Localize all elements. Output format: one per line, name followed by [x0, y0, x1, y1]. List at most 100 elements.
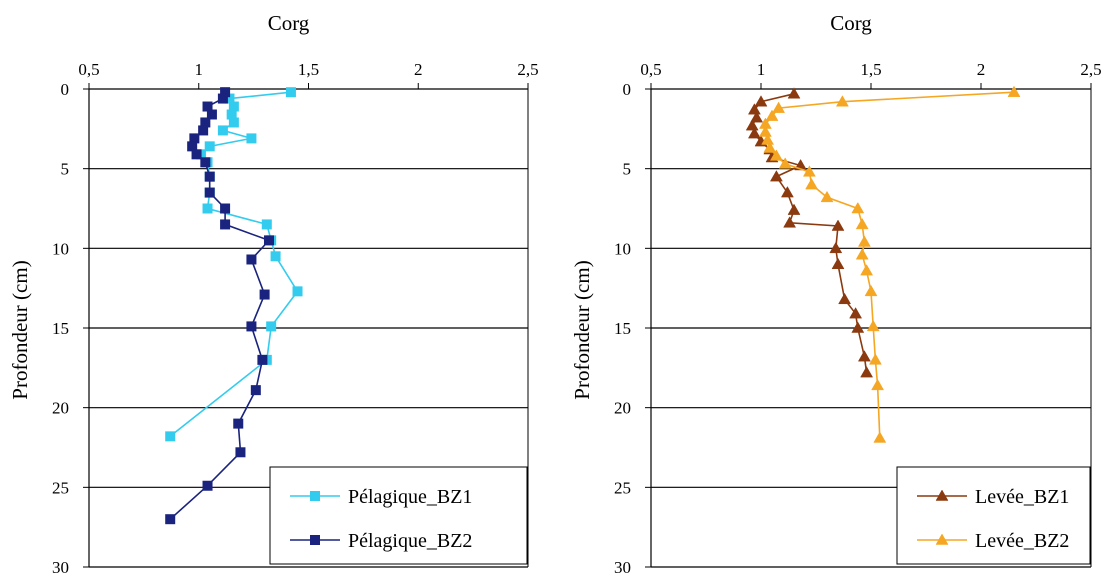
data-point: [250, 385, 261, 396]
y-tick-label: 25: [52, 478, 69, 497]
data-point: [866, 319, 880, 332]
data-point: [857, 235, 871, 247]
data-point: [220, 203, 231, 214]
data-point: [261, 219, 272, 230]
data-point: [204, 187, 215, 198]
data-point: [831, 257, 845, 270]
x-tick-label: 1: [757, 60, 766, 79]
x-axis-title: Corg: [268, 11, 310, 35]
data-point: [769, 149, 783, 161]
data-point: [860, 366, 874, 378]
data-point: [266, 321, 277, 332]
x-tick-label: 0,5: [78, 60, 99, 79]
legend-label: Levée_BZ2: [975, 530, 1069, 552]
data-point: [235, 447, 246, 458]
legend-box: [269, 466, 528, 565]
data-point: [750, 111, 764, 123]
data-point: [285, 87, 296, 98]
data-point: [200, 117, 211, 128]
legend-swatch-marker: [310, 491, 320, 501]
y-tick-label: 0: [623, 80, 632, 99]
legend-label: Levée_BZ1: [975, 486, 1069, 508]
x-tick-label: 1,5: [298, 60, 319, 79]
legend-label: Pélagique_BZ2: [348, 530, 472, 552]
data-point: [224, 93, 235, 104]
chart-panel-pelagique: 0,5 1 1,5 2 2,5 0 5 10 15 20 25 30 Corg Profondeur (c…: [8, 11, 539, 576]
data-point: [259, 289, 270, 300]
data-point: [270, 251, 281, 262]
legend-swatch-marker: [935, 489, 949, 501]
data-point: [165, 431, 176, 442]
y-tick-label: 5: [623, 160, 632, 179]
data-point: [860, 264, 874, 276]
data-point: [805, 178, 819, 190]
data-point: [829, 241, 843, 254]
data-point: [780, 186, 794, 198]
y-tick-label: 10: [614, 239, 631, 258]
data-point: [851, 201, 865, 214]
y-tick-label: 25: [614, 478, 631, 497]
series-1: [165, 87, 274, 525]
data-point: [292, 286, 303, 297]
series-line: [169, 91, 271, 520]
y-tick-label: 20: [52, 399, 69, 418]
x-tick-label: 2: [977, 60, 986, 79]
data-point: [226, 109, 237, 120]
x-axis-title: Corg: [830, 11, 872, 35]
data-point: [204, 141, 215, 152]
y-tick-label: 5: [61, 160, 70, 179]
x-tick-label: 2: [414, 60, 423, 79]
data-point: [202, 203, 213, 214]
data-point: [871, 378, 885, 391]
data-point: [838, 292, 852, 305]
data-point: [745, 119, 759, 131]
data-point: [189, 133, 200, 144]
data-point: [246, 321, 257, 332]
data-point: [220, 87, 231, 98]
data-point: [849, 307, 863, 319]
data-point: [220, 219, 231, 230]
y-axis-title: Profondeur (cm): [570, 260, 594, 399]
x-tick-label: 2,5: [1080, 60, 1101, 79]
data-point: [864, 284, 878, 297]
data-point: [165, 514, 176, 525]
data-point: [873, 431, 887, 443]
data-point: [868, 353, 882, 365]
data-point: [263, 235, 274, 246]
data-point: [217, 93, 228, 104]
legend-label: Pélagique_BZ1: [348, 486, 472, 508]
data-point: [765, 109, 779, 121]
legend-swatch-marker: [935, 533, 949, 545]
data-point: [747, 103, 761, 115]
data-point: [754, 95, 768, 107]
data-point: [233, 418, 244, 429]
data-point: [206, 109, 217, 120]
y-axis-title: Profondeur (cm): [8, 260, 32, 399]
data-point: [228, 101, 239, 112]
y-tick-label: 0: [61, 80, 70, 99]
data-point: [204, 171, 215, 182]
data-point: [787, 203, 801, 215]
data-point: [200, 157, 211, 168]
data-point: [778, 157, 792, 169]
x-tick-label: 2,5: [517, 60, 538, 79]
series-0: [165, 87, 303, 442]
x-tick-label: 0,5: [640, 60, 661, 79]
data-point: [187, 141, 198, 152]
y-tick-label: 15: [614, 319, 631, 338]
data-point: [783, 216, 797, 228]
data-point: [257, 354, 268, 365]
y-tick-label: 30: [614, 558, 631, 576]
x-tick-label: 1,5: [860, 60, 881, 79]
data-point: [787, 87, 801, 99]
data-point: [831, 219, 845, 231]
data-point: [802, 165, 816, 177]
y-tick-label: 20: [614, 399, 631, 418]
x-tick-label: 1: [195, 60, 204, 79]
data-point: [761, 133, 775, 145]
data-point: [191, 149, 202, 160]
data-point: [769, 170, 783, 182]
data-point: [198, 125, 209, 136]
data-point: [228, 117, 239, 128]
legend-swatch-marker: [310, 535, 320, 545]
